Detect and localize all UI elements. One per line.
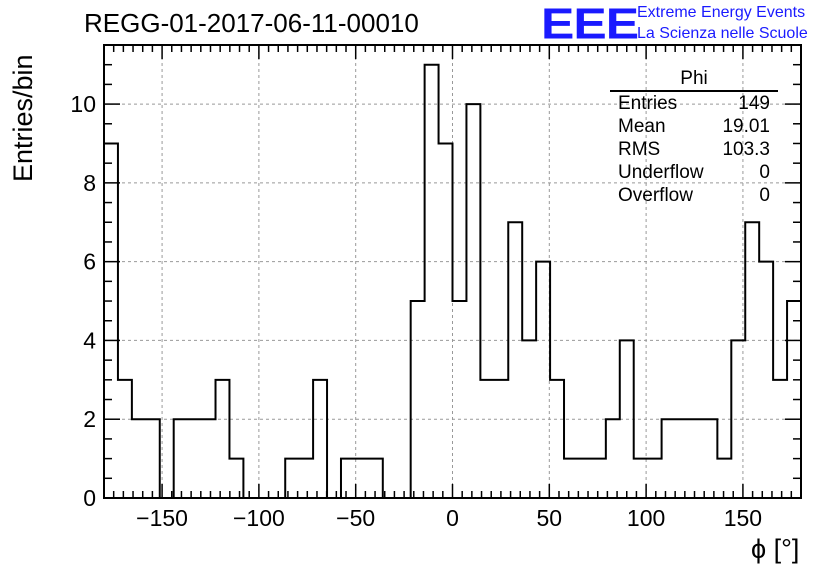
stats-value: 19.01: [722, 116, 770, 137]
histogram-bin: [313, 380, 327, 498]
stats-row-rms: RMS 103.3: [610, 138, 778, 161]
stats-label: Entries: [618, 93, 678, 114]
x-tick-label: 100: [627, 505, 665, 531]
histogram-bin: [132, 419, 146, 498]
histogram-bin: [703, 419, 717, 498]
logo-text-line1: Extreme Energy Events: [637, 4, 806, 21]
histogram-bin: [299, 459, 313, 498]
histogram-bin: [662, 419, 676, 498]
y-axis-label: Entries/bin: [8, 54, 38, 182]
stats-label: RMS: [618, 139, 661, 160]
histogram-bin: [341, 459, 355, 498]
stats-label: Mean: [618, 116, 666, 137]
histogram-bin: [689, 419, 703, 498]
stats-value: 0: [759, 185, 770, 206]
chart-title: REGG-01-2017-06-11-00010: [84, 8, 419, 38]
histogram-bin: [453, 301, 467, 498]
y-tick-label: 0: [83, 485, 96, 511]
histogram-bin: [355, 459, 369, 498]
x-tick-label: −150: [136, 505, 188, 531]
histogram-bin: [550, 380, 564, 498]
x-tick-label: 0: [446, 505, 459, 531]
histogram-bin: [578, 459, 592, 498]
histogram-bin: [439, 143, 453, 498]
histogram-bin: [773, 380, 787, 498]
y-tick-label: 2: [83, 406, 96, 432]
stats-row-overflow: Overflow 0: [610, 184, 778, 207]
histogram-bin: [202, 419, 216, 498]
stats-row-mean: Mean 19.01: [610, 115, 778, 138]
stats-label: Underflow: [618, 162, 704, 183]
stats-row-underflow: Underflow 0: [610, 161, 778, 184]
logo-text-line2: La Scienza nelle Scuole: [637, 25, 808, 42]
x-tick-label: −50: [336, 505, 375, 531]
eee-logo: EEE: [541, 0, 639, 49]
histogram-bin: [592, 459, 606, 498]
stats-title: Phi: [610, 68, 778, 92]
histogram-bin: [745, 222, 759, 498]
histogram-bin: [188, 419, 202, 498]
histogram-bin: [411, 301, 425, 498]
histogram-bin: [508, 222, 522, 498]
y-tick-label: 4: [83, 327, 96, 353]
histogram-bin: [759, 262, 773, 498]
histogram-bin: [425, 65, 439, 498]
stats-value: 149: [738, 93, 770, 114]
axes: −150 −100 −50 0 50 100 150 0 2 4 6 8 10: [70, 44, 802, 531]
histogram-bin: [536, 262, 550, 498]
histogram-bin: [494, 380, 508, 498]
x-tick-label: 50: [537, 505, 563, 531]
histogram-bin: [606, 419, 620, 498]
histogram-bin: [717, 459, 731, 498]
histogram-bin: [620, 340, 634, 498]
x-axis-label: ϕ [°]: [751, 534, 800, 564]
histogram-bin: [480, 380, 494, 498]
stats-row-entries: Entries 149: [610, 92, 778, 115]
histogram-bin: [118, 380, 132, 498]
histogram-bin: [648, 459, 662, 498]
y-tick-label: 10: [70, 91, 96, 117]
stats-label: Overflow: [618, 185, 693, 206]
histogram-bin: [522, 340, 536, 498]
y-tick-label: 6: [83, 249, 96, 275]
histogram-bin: [146, 419, 160, 498]
histogram-bin: [369, 459, 383, 498]
x-tick-label: 150: [724, 505, 762, 531]
stats-value: 0: [759, 162, 770, 183]
histogram-bin: [229, 459, 243, 498]
histogram-bin: [466, 104, 480, 498]
histogram: [104, 63, 801, 499]
y-tick-label: 8: [83, 170, 96, 196]
histogram-bin: [676, 419, 690, 498]
histogram-bin: [564, 459, 578, 498]
histogram-bin: [174, 419, 188, 498]
histogram-bin: [216, 380, 230, 498]
stats-value: 103.3: [722, 139, 770, 160]
x-tick-label: −100: [233, 505, 285, 531]
histogram-outline: [104, 63, 801, 499]
histogram-bin: [731, 340, 745, 498]
stats-box: Phi Entries 149 Mean 19.01 RMS 103.3 Und…: [610, 68, 778, 207]
